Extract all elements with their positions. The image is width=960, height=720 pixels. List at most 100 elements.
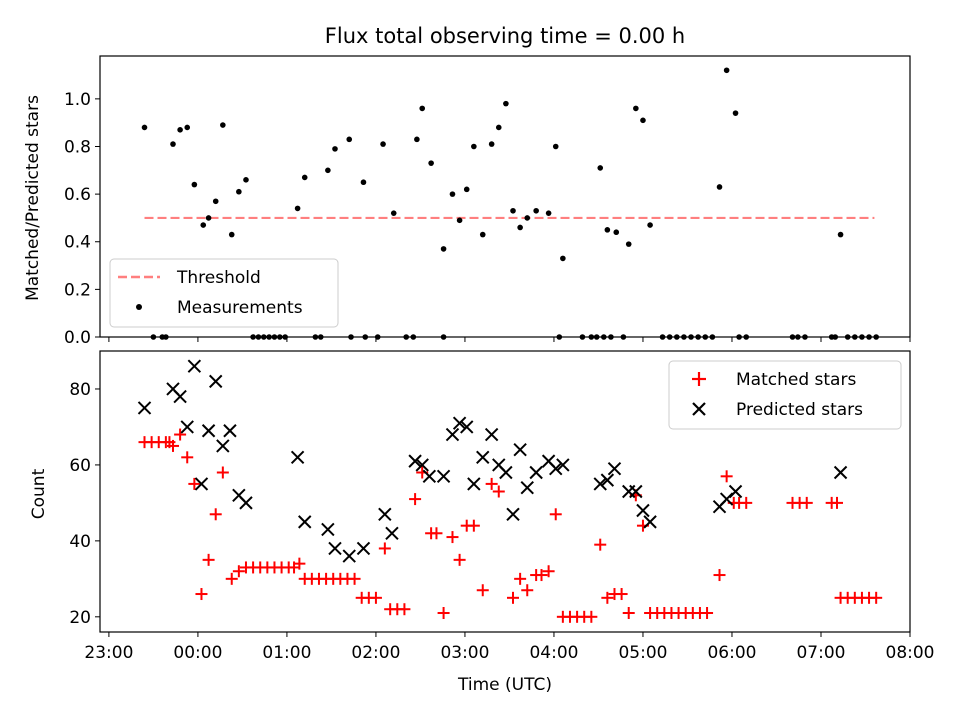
measurement-point <box>716 184 723 190</box>
bottom-plot-area: 23:00 00:00 01:00 02:00 03:00 04:00 05:00 06:00… <box>69 359 935 663</box>
measurement-point <box>184 124 191 131</box>
predicted-point-b <box>232 488 246 503</box>
matched-point <box>521 584 534 597</box>
predicted-point <box>328 541 342 556</box>
matched-point <box>476 584 489 597</box>
measurement-point <box>332 146 338 152</box>
predicted-point-b <box>422 469 437 484</box>
predicted-point <box>408 454 422 468</box>
measurement-point <box>633 105 639 112</box>
predicted-point <box>342 549 356 563</box>
measurement-point <box>414 136 420 143</box>
matched-point <box>713 569 726 582</box>
matched-point <box>549 508 562 521</box>
x-tick-label: 08:00 <box>886 643 935 663</box>
matched-point <box>507 591 520 604</box>
predicted-point <box>201 424 216 438</box>
matched-point <box>535 569 548 582</box>
predicted-legend-label: Predicted stars <box>736 400 863 420</box>
predicted-point <box>452 416 467 430</box>
measurement-point <box>212 198 219 205</box>
matched-point <box>453 553 466 566</box>
measurement-point <box>545 210 552 216</box>
predicted-point <box>600 473 615 487</box>
matched-point <box>594 538 607 551</box>
predicted-point-b <box>643 515 657 529</box>
measurement-point <box>640 117 646 124</box>
matched-point <box>800 496 813 509</box>
x-tick-label: 02:00 <box>351 643 400 663</box>
predicted-point-b <box>408 454 422 468</box>
matched-point <box>409 493 422 506</box>
measurement-point <box>837 231 844 238</box>
predicted-point-b <box>529 465 543 480</box>
predicted-point-b <box>385 526 399 540</box>
measurement-point <box>301 174 308 181</box>
top-axes-frame <box>99 55 911 338</box>
predicted-point-b <box>556 458 570 472</box>
top-y-axis-label: Matched/Predicted stars <box>23 95 43 301</box>
measurement-point <box>647 222 653 228</box>
predicted-point <box>506 507 520 521</box>
predicted-point-b <box>513 443 527 457</box>
measurement-point <box>560 255 566 262</box>
top-y-tick-label: 0.0 <box>64 328 91 348</box>
measurement-point <box>723 67 730 74</box>
bottom-legend: Matched stars Predicted stars <box>668 360 902 430</box>
predicted-point-b <box>356 541 371 556</box>
predicted-point-b <box>629 484 643 499</box>
measurement-point <box>236 188 242 195</box>
x-tick-label: 07:00 <box>796 643 845 663</box>
predicted-point-b <box>378 507 392 521</box>
series-matched-stars <box>138 428 883 623</box>
predicted-point-b <box>415 458 429 472</box>
matched-point <box>485 477 498 490</box>
predicted-point-b <box>636 503 650 518</box>
bottom-y-tick-label: 80 <box>69 380 91 400</box>
measurement-point <box>510 207 516 214</box>
matched-point <box>542 565 555 578</box>
matched-point <box>398 603 411 616</box>
matched-point <box>348 572 361 585</box>
predicted-point-b <box>137 401 152 415</box>
measurement-point <box>456 217 463 224</box>
predicted-point-b <box>166 382 180 396</box>
predicted-point-b <box>549 462 563 476</box>
predicted-point <box>356 541 371 556</box>
measurements-legend-swatch <box>136 304 142 310</box>
top-y-tick-label: 0.2 <box>64 280 91 300</box>
matched-point <box>740 496 753 509</box>
series-predicted-stars <box>137 359 848 563</box>
measurement-point <box>205 215 212 221</box>
measurement-point <box>325 167 331 174</box>
predicted-point <box>520 480 534 495</box>
matched-point <box>216 466 229 479</box>
bottom-legend-box <box>668 360 902 430</box>
predicted-point-b <box>492 458 506 472</box>
predicted-point <box>187 359 202 373</box>
predicted-point <box>728 484 743 499</box>
predicted-point <box>607 462 622 476</box>
top-y-tick-label: 0.6 <box>64 185 91 205</box>
x-tick-label: 04:00 <box>529 643 578 663</box>
predicted-point <box>445 427 460 442</box>
matched-point <box>166 439 179 452</box>
measurement-point <box>419 105 426 112</box>
measurement-point <box>604 227 611 233</box>
matched-point <box>209 508 222 521</box>
predicted-point <box>499 465 513 480</box>
predicted-point <box>529 465 543 480</box>
predicted-point-b <box>290 450 305 465</box>
predicted-point <box>549 462 563 476</box>
matched-point <box>378 542 391 555</box>
predicted-point <box>556 458 570 472</box>
predicted-point-b <box>298 515 312 529</box>
matched-point <box>293 557 306 570</box>
measurement-point <box>243 177 249 183</box>
predicted-point-b <box>541 454 556 468</box>
predicted-point <box>629 484 643 499</box>
matched-point <box>701 607 714 620</box>
predicted-point-b <box>436 469 451 484</box>
matched-point <box>720 470 733 483</box>
bottom-axes-frame <box>99 350 911 633</box>
